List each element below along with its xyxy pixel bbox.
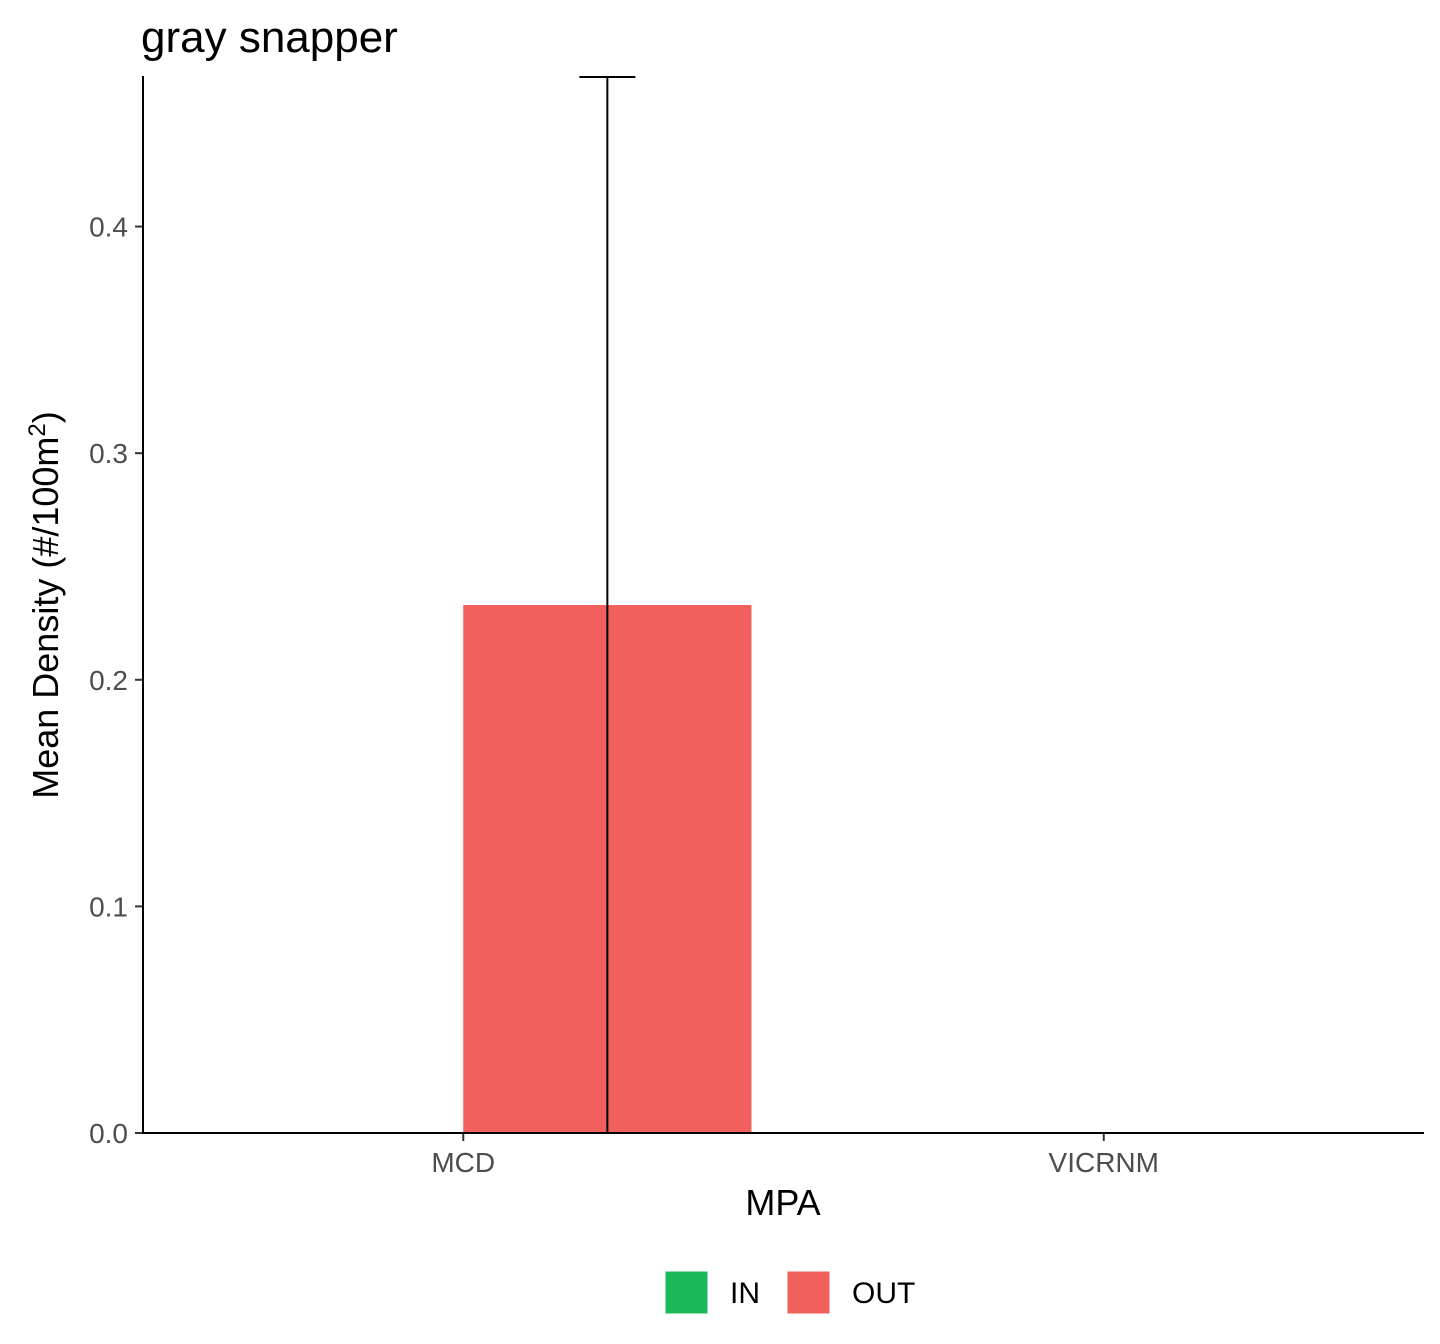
error-bars xyxy=(291,76,1276,1134)
y-tick-label: 0.3 xyxy=(89,438,128,469)
y-axis-title-close: ) xyxy=(25,411,66,423)
legend: IN OUT xyxy=(664,1270,915,1315)
x-axis-ticks: MCD VICRNM xyxy=(431,1133,1159,1178)
chart-title: gray snapper xyxy=(141,13,398,62)
x-tick-label-mcd: MCD xyxy=(431,1147,495,1178)
legend-label-in: IN xyxy=(730,1277,760,1310)
y-tick-label: 0.1 xyxy=(89,891,128,922)
svg-text:Mean Density (#/100m2): Mean Density (#/100m2) xyxy=(24,411,67,799)
y-tick-label: 0.2 xyxy=(89,665,128,696)
y-axis-title-text: Mean Density (#/100m xyxy=(25,437,66,799)
y-axis-ticks: 0.0 0.1 0.2 0.3 0.4 xyxy=(89,212,143,1149)
bars xyxy=(175,605,1392,1134)
legend-label-out: OUT xyxy=(852,1277,915,1310)
legend-swatch-out xyxy=(786,1270,831,1315)
x-axis-title: MPA xyxy=(745,1182,820,1223)
y-axis-title: Mean Density (#/100m2) xyxy=(24,411,67,799)
legend-swatch-in xyxy=(664,1270,709,1315)
y-tick-label: 0.4 xyxy=(89,212,128,243)
y-axis-title-superscript: 2 xyxy=(24,423,51,436)
x-tick-label-vicrnm: VICRNM xyxy=(1049,1147,1159,1178)
y-tick-label: 0.0 xyxy=(89,1118,128,1149)
